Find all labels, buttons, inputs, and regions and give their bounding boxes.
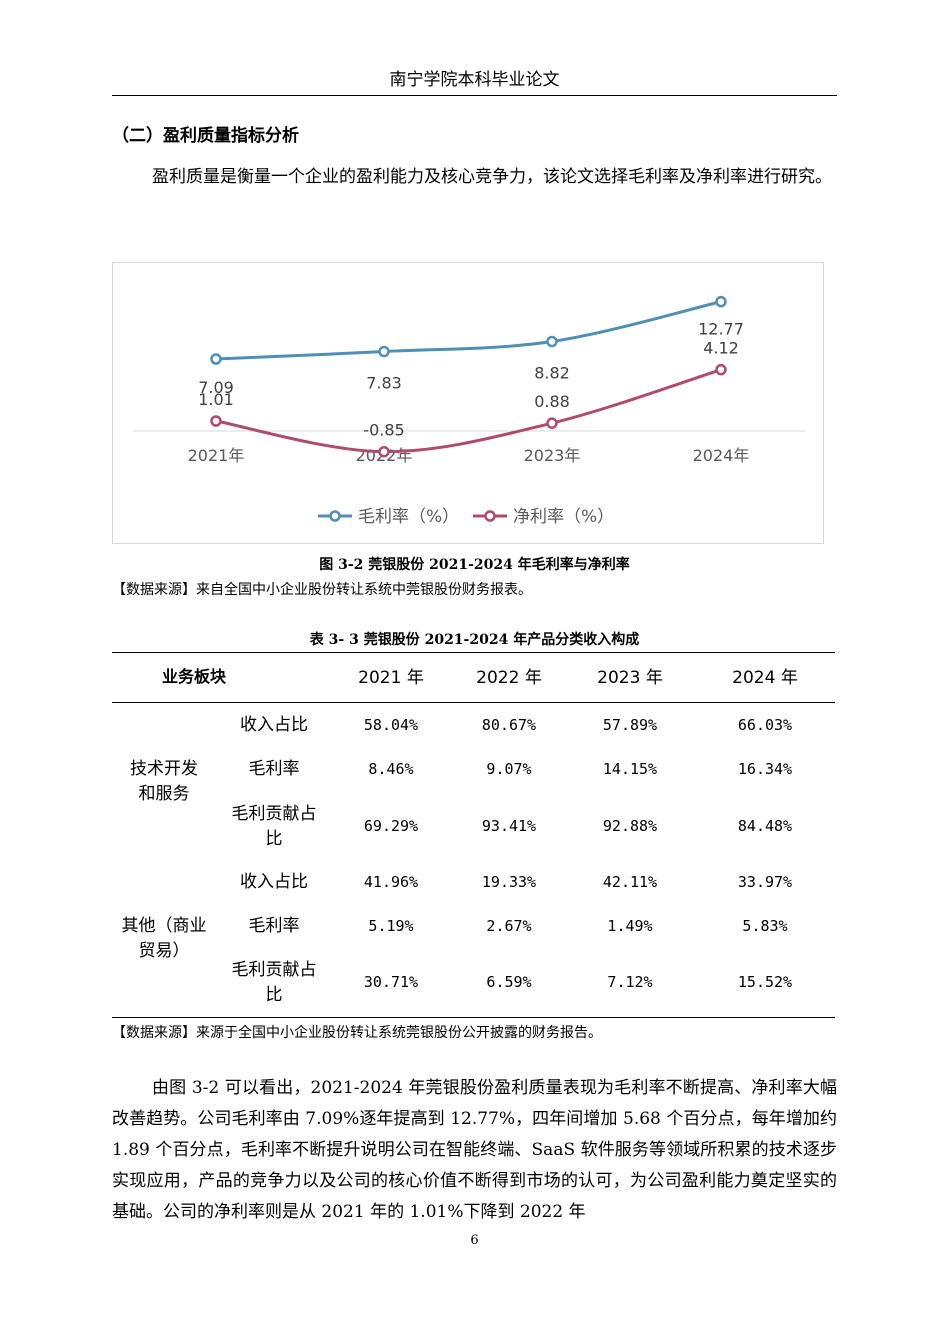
table-cell-value: 1.49% (607, 917, 653, 935)
table-cell-value: 8.46% (368, 760, 414, 778)
table-cell-value: 15.52% (737, 973, 793, 991)
table-source: 【数据来源】来源于全国中小企业股份转让系统莞银股份公开披露的财务报告。 (112, 1025, 602, 1041)
table-metric-label: 毛利贡献占比 (216, 802, 332, 852)
body-paragraph: 由图 3-2 可以看出，2021-2024 年莞银股份盈利质量表现为毛利率不断提… (112, 1078, 837, 1222)
page-number: 6 (470, 1233, 479, 1248)
table-cell-value: 30.71% (363, 973, 419, 991)
table-header-cell: 2022 年 (476, 668, 542, 688)
series-line (215, 300, 722, 361)
x-tick-label: 2023年 (524, 446, 581, 465)
table-metric-label-line: 收入占比 (240, 872, 308, 892)
data-label: 8.82 (534, 364, 570, 383)
page-header: 南宁学院本科毕业论文 (389, 70, 560, 90)
table-cell-value: 57.89% (602, 716, 658, 734)
table-cell-value: 7.12% (607, 973, 653, 991)
table-bottom-rule (112, 1017, 835, 1018)
table-cell-value: 66.03% (737, 716, 793, 734)
data-label: 0.88 (534, 392, 570, 411)
data-point (715, 363, 727, 376)
table-cell-value: 16.34% (737, 760, 793, 778)
table-group-label-line: 技术开发 (130, 759, 198, 779)
table-metric-label-line: 毛利贡献占 (231, 960, 317, 980)
data-point (378, 345, 390, 358)
table-metric-label: 收入占比 (216, 870, 332, 895)
table-caption: 表 3- 3 莞银股份 2021-2024 年产品分类收入构成 (309, 632, 640, 648)
table-header-cell: 2024 年 (732, 668, 798, 688)
data-label: 4.12 (703, 339, 739, 358)
table-cell-value: 14.15% (602, 760, 658, 778)
table-metric-label-line: 比 (265, 985, 283, 1005)
table-top-rule (112, 652, 835, 653)
data-label: 7.83 (366, 374, 402, 393)
legend-swatch-marker (484, 510, 496, 522)
header-rule (112, 95, 837, 96)
table-cell-value: 93.41% (481, 817, 537, 835)
series-line (215, 368, 722, 454)
chart-svg: 2021年2022年2023年2024年7.097.838.8212.771.0… (133, 295, 805, 527)
table-cell-value: 2.67% (486, 917, 532, 935)
table-cell-value: 9.07% (486, 760, 532, 778)
figure-source: 【数据来源】来自全国中小企业股份转让系统中莞银股份财务报表。 (112, 582, 532, 598)
table-metric-label-line: 毛利率 (248, 916, 300, 936)
table-metric-label-line: 毛利贡献占 (231, 804, 317, 824)
section-title: （二）盈利质量指标分析 (112, 126, 299, 146)
table-metric-label: 毛利贡献占比 (216, 958, 332, 1008)
legend-label: 毛利率（%） (358, 507, 459, 527)
table-cell-value: 58.04% (363, 716, 419, 734)
table-group-label: 其他（商业贸易） (112, 914, 216, 964)
data-point (378, 445, 390, 458)
table-cell-value: 5.19% (368, 917, 414, 935)
table-header-cell: 2021 年 (358, 668, 424, 688)
table-cell-value: 5.83% (742, 917, 788, 935)
legend-swatch-marker (329, 510, 341, 522)
data-point (210, 415, 222, 427)
table-header-cell: 业务板块 (161, 667, 226, 686)
table-group-label: 技术开发 和服务 (112, 757, 216, 807)
table-header-cell: 2023 年 (597, 668, 663, 688)
table-header-rule (112, 702, 835, 703)
data-point (715, 295, 727, 308)
table-group-label-line: 其他（商业 (121, 916, 207, 936)
figure-caption: 图 3-2 莞银股份 2021-2024 年毛利率与净利率 (319, 557, 630, 573)
table-cell-value: 69.29% (363, 817, 419, 835)
data-point (546, 417, 558, 429)
table-cell-value: 92.88% (602, 817, 658, 835)
data-point (546, 335, 558, 348)
table-group-label-line: 和服务 (138, 784, 190, 804)
table-cell-value: 84.48% (737, 817, 793, 835)
data-point (210, 353, 222, 365)
table-metric-label-line: 收入占比 (240, 715, 308, 735)
data-label: 12.77 (698, 320, 744, 339)
table-metric-label: 毛利率 (216, 757, 332, 782)
table-cell-value: 6.59% (486, 973, 532, 991)
x-tick-label: 2021年 (188, 446, 245, 465)
table-metric-label-line: 毛利率 (248, 759, 300, 779)
legend-label: 净利率（%） (513, 507, 614, 527)
table-cell-value: 41.96% (363, 873, 419, 891)
table-cell-value: 80.67% (481, 716, 537, 734)
data-label: 7.09 (198, 378, 234, 397)
profitability-chart: 2021年2022年2023年2024年7.097.838.8212.771.0… (112, 262, 824, 544)
table-group-label-line: 贸易） (138, 941, 190, 961)
data-label: 1.01 (198, 390, 234, 409)
table-cell-value: 19.33% (481, 873, 537, 891)
table-metric-label-line: 比 (265, 829, 283, 849)
table-cell-value: 33.97% (737, 873, 793, 891)
x-tick-label: 2024年 (693, 446, 750, 465)
intro-paragraph: 盈利质量是衡量一个企业的盈利能力及核心竞争力，该论文选择毛利率及净利率进行研究。 (152, 167, 832, 187)
data-label: -0.85 (363, 421, 404, 440)
table-cell-value: 42.11% (602, 873, 658, 891)
table-metric-label: 收入占比 (216, 713, 332, 738)
table-metric-label: 毛利率 (216, 914, 332, 939)
